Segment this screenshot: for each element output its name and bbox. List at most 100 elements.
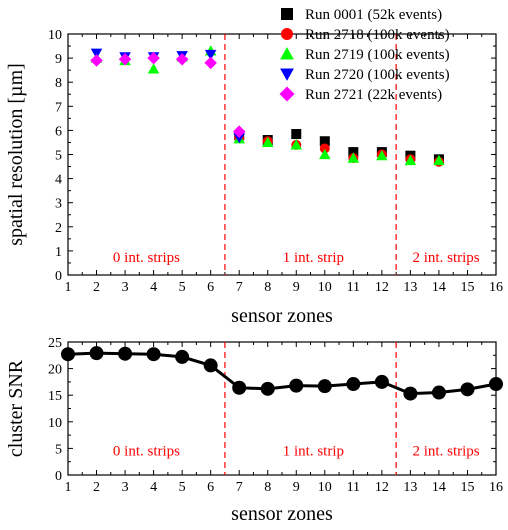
resolution-data-point (233, 133, 245, 144)
snr-data-point (317, 379, 332, 394)
snr-data-point (232, 380, 247, 395)
y-axis-label: cluster SNR (5, 359, 27, 457)
legend-marker (281, 8, 293, 20)
x-tick-label: 10 (318, 280, 332, 295)
x-tick-label: 8 (264, 480, 271, 495)
snr-data-point (118, 346, 133, 361)
x-tick-label: 3 (122, 280, 129, 295)
snr-data-point (61, 347, 75, 362)
x-tick-label: 6 (207, 480, 214, 495)
snr-series-line (67, 351, 497, 396)
legend-entry: Run 2718 (100k events) (305, 27, 450, 43)
resolution-data-point (319, 136, 330, 147)
y-tick-label: 8 (55, 76, 62, 91)
region-label: 1 int. strip (283, 250, 344, 266)
resolution-data-point (204, 49, 217, 61)
resolution-data-point (232, 125, 246, 138)
resolution-data-point (147, 51, 160, 65)
x-tick-label: 14 (432, 480, 446, 495)
top-panel-spatial-resolution: 1 2 3 4 5 6 7 8 9 10 11 12 13 14 15 16012345678910senso… (5, 7, 503, 327)
x-axis-label: sensor zones (231, 305, 333, 327)
y-tick-label: 0 (55, 469, 62, 484)
y-tick-label: 6 (55, 124, 62, 139)
resolution-data-point (291, 129, 302, 140)
x-tick-label: 12 (375, 480, 389, 495)
snr-data-point (460, 382, 475, 397)
y-tick-label: 4 (55, 173, 62, 188)
y-tick-label: 25 (48, 336, 62, 351)
resolution-data-point (175, 53, 189, 66)
x-tick-label: 1 (65, 480, 72, 495)
x-tick-label: 10 (318, 480, 332, 495)
resolution-data-point (90, 48, 103, 60)
x-tick-label: 16 (489, 480, 503, 495)
resolution-data-point (147, 63, 160, 74)
bottom-panel-cluster-snr: 1 2 3 4 5 6 7 8 9 10 11 12 13 14 15 160510152025sensor … (5, 336, 503, 525)
resolution-data-point (261, 136, 274, 148)
resolution-data-point (319, 143, 330, 154)
resolution-data-point (319, 148, 331, 160)
legend-entry: Run 0001 (52k events) (305, 7, 442, 23)
x-tick-label: 7 (236, 480, 243, 495)
x-tick-label: 15 (460, 280, 474, 295)
snr-data-point (146, 347, 161, 362)
x-tick-label: 5 (179, 480, 186, 495)
snr-data-point (374, 374, 389, 389)
resolution-data-point (118, 53, 132, 66)
y-tick-label: 10 (48, 416, 62, 431)
resolution-data-point (290, 139, 303, 150)
x-tick-label: 3 (122, 480, 129, 495)
legend-marker (279, 86, 295, 102)
legend-entry: Run 2719 (100k events) (305, 47, 450, 63)
snr-data-point (431, 385, 446, 400)
x-tick-label: 7 (236, 280, 243, 295)
x-tick-label: 11 (347, 480, 360, 495)
x-tick-label: 8 (264, 280, 271, 295)
x-tick-label: 2 (93, 280, 100, 295)
x-tick-label: 2 (93, 480, 100, 495)
x-tick-label: 13 (403, 480, 417, 495)
snr-data-point (260, 381, 275, 396)
y-tick-label: 15 (48, 389, 62, 404)
y-tick-label: 20 (48, 363, 62, 378)
x-tick-label: 15 (460, 480, 474, 495)
y-tick-label: 10 (48, 28, 62, 43)
y-axis-label: spatial resolution [µm] (5, 63, 27, 246)
region-label: 2 int. strips (413, 444, 480, 460)
x-tick-label: 12 (375, 280, 389, 295)
resolution-data-point (348, 147, 359, 158)
snr-data-point (346, 377, 361, 392)
region-label: 2 int. strips (413, 250, 480, 266)
resolution-data-point (347, 152, 360, 163)
region-label: 0 int. strips (113, 444, 180, 460)
y-tick-label: 5 (55, 149, 62, 164)
resolution-data-point (404, 154, 417, 166)
x-tick-label: 13 (403, 280, 417, 295)
legend-marker (280, 68, 294, 81)
x-tick-label: 1 (65, 280, 72, 295)
resolution-data-point (90, 54, 103, 67)
x-tick-label: 6 (207, 280, 214, 295)
resolution-data-point (204, 56, 217, 70)
y-tick-label: 7 (55, 100, 62, 115)
region-label: 0 int. strips (113, 250, 180, 266)
resolution-data-point (433, 154, 445, 166)
legend-marker (281, 28, 293, 40)
x-tick-label: 14 (432, 280, 446, 295)
x-tick-label: 16 (489, 280, 503, 295)
y-tick-label: 1 (55, 245, 62, 260)
resolution-data-point (376, 149, 388, 161)
legend-entry: Run 2720 (100k events) (305, 67, 450, 83)
x-tick-label: 9 (293, 480, 300, 495)
snr-data-point (203, 358, 218, 373)
x-tick-label: 5 (179, 280, 186, 295)
x-tick-label: 4 (150, 480, 157, 495)
y-tick-label: 2 (55, 221, 62, 236)
x-tick-label: 11 (347, 280, 360, 295)
y-tick-label: 5 (55, 442, 62, 457)
x-tick-label: 9 (293, 280, 300, 295)
x-axis-label: sensor zones (231, 503, 333, 525)
snr-data-point (89, 346, 104, 361)
